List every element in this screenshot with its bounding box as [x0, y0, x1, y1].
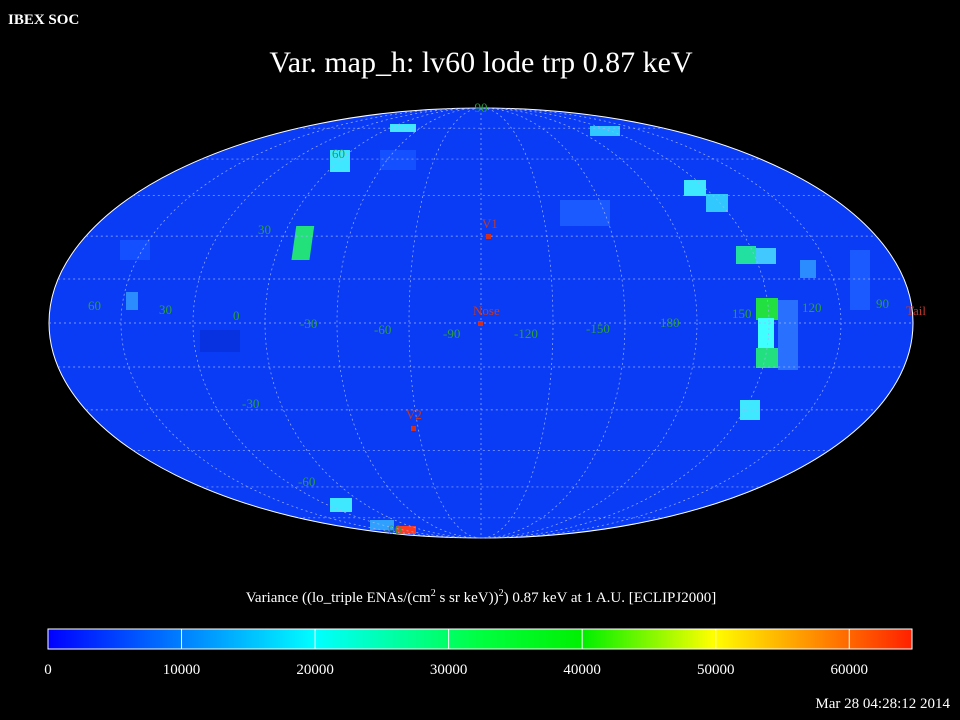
latitude-label: -60: [298, 474, 315, 489]
timestamp: Mar 28 04:28:12 2014: [815, 696, 950, 712]
colorbar-tick-label: 0: [44, 662, 52, 678]
longitude-label: 150: [732, 306, 752, 321]
colorbar-tick-label: 30000: [430, 662, 468, 678]
label-text: ) 0.87 keV at 1 A.U. [ECLIPJ2000]: [504, 590, 717, 606]
superscript: 2: [431, 588, 436, 599]
marker-point: [478, 321, 483, 326]
longitude-label: 120: [802, 300, 822, 315]
longitude-label: 30: [159, 302, 172, 317]
colorbar-ticks: 0 10000 20000 30000 40000 50000 60000: [44, 629, 868, 678]
marker-point: [411, 426, 416, 431]
latitude-label: 60: [332, 146, 345, 161]
latitude-label: -90: [384, 522, 401, 537]
title: Var. map_h: lv60 lode trp 0.87 keV: [269, 46, 693, 79]
longitude-label: -30: [300, 316, 317, 331]
marker-label: Nose: [473, 303, 500, 318]
colorbar-tick-label: 10000: [163, 662, 201, 678]
marker-label: V1: [482, 216, 498, 231]
longitude-label: -120: [514, 326, 538, 341]
latitude-label: 30: [258, 222, 271, 237]
superscript: 2: [499, 588, 504, 599]
longitude-label: 90: [876, 296, 889, 311]
colorbar-tick-label: 40000: [563, 662, 601, 678]
longitude-label: -150: [586, 321, 610, 336]
longitude-label: 180: [660, 315, 680, 330]
latitude-label: 90: [475, 100, 488, 115]
marker-label: Tail: [906, 303, 926, 318]
source: IBEX SOC: [8, 12, 79, 28]
label-text: Variance ((lo_triple ENAs/(cm: [246, 590, 431, 606]
colorbar: [47, 628, 913, 650]
marker-label: V2: [406, 407, 422, 422]
colorbar-tick-label: 60000: [830, 662, 868, 678]
longitude-label: 0: [233, 308, 240, 323]
colorbar-label: Variance ((lo_triple ENAs/(cm2 s sr keV)…: [246, 588, 716, 606]
marker-point: [486, 234, 491, 239]
meridian: [408, 107, 554, 539]
label-text: s sr keV)): [436, 590, 499, 606]
longitude-label: -90: [443, 326, 460, 341]
colorbar-tick-label: 50000: [697, 662, 735, 678]
sky-map: 90 60 30 -30 -60 -90 60 30 0 -30 -60 -90…: [48, 100, 926, 539]
longitude-label: -60: [374, 322, 391, 337]
map-pixels: [120, 124, 870, 534]
longitude-label: 60: [88, 298, 101, 313]
colorbar-tick-label: 20000: [296, 662, 334, 678]
latitude-label: -30: [242, 396, 259, 411]
